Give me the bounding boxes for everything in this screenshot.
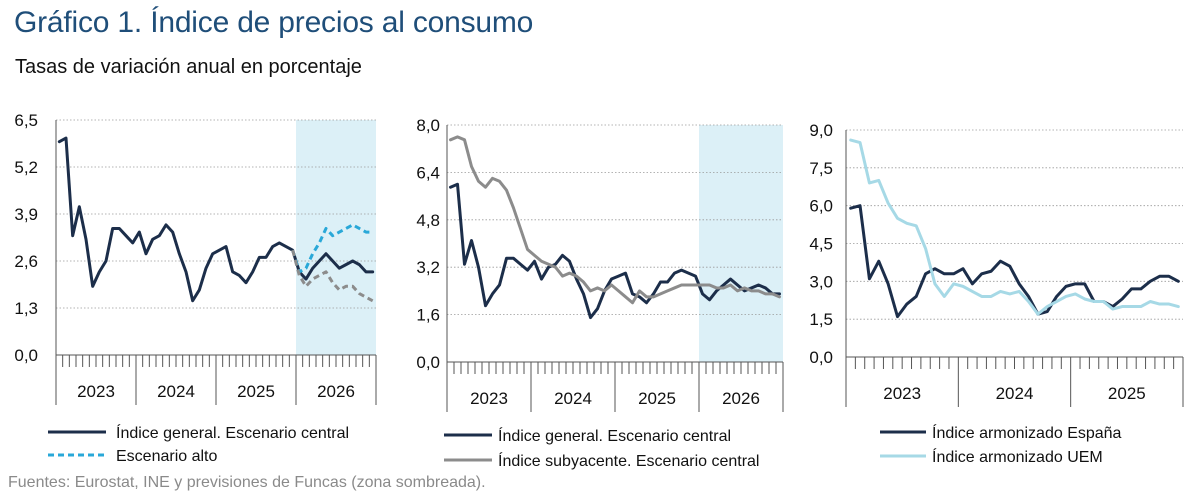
y-tick-label: 0,0: [416, 353, 440, 372]
series-line-3: [291, 249, 374, 303]
y-tick-label: 5,2: [14, 158, 38, 177]
chart-panel-1: 0,0 1,3 2,6 3,9 5,2 6,5 2023 2024 2025 2026 Índice…: [14, 111, 377, 465]
y-tick-label: 3,2: [416, 258, 440, 277]
chart-subtitle: Tasas de variación anual en porcentaje: [15, 56, 362, 78]
x-year-label: 2024: [157, 382, 195, 401]
legend-label: Índice general. Escenario central: [498, 426, 731, 445]
x-year-label: 2025: [638, 389, 676, 408]
y-tick-label: 2,6: [14, 252, 38, 271]
forecast-shaded-area: [699, 125, 783, 362]
x-year-label: 2024: [554, 389, 592, 408]
y-tick-label: 3,9: [14, 205, 38, 224]
forecast-shaded-area: [296, 120, 376, 355]
chart-title-text: Índice de precios al consumo: [150, 6, 534, 39]
series-line-2: [849, 138, 1180, 316]
y-tick-label: 9,0: [809, 121, 833, 140]
legend-label: Índice armonizado España: [932, 423, 1122, 442]
series-line-2: [291, 223, 373, 274]
y-tick-label: 4,5: [809, 235, 833, 254]
y-tick-label: 6,0: [809, 197, 833, 216]
series-line-1: [57, 136, 375, 303]
y-tick-label: 6,5: [14, 111, 38, 130]
legend-label: Índice subyacente. Escenario central: [498, 451, 759, 470]
chart-title: Gráfico 1. Índice de precios al consumo: [14, 6, 533, 40]
y-tick-label: 8,0: [416, 116, 440, 135]
y-tick-label: 7,5: [809, 159, 833, 178]
series-line-2: [449, 135, 781, 305]
x-year-label: 2023: [470, 389, 508, 408]
x-year-label: 2026: [722, 389, 760, 408]
legend-label: Índice general. Escenario central: [116, 423, 349, 442]
x-year-label: 2026: [317, 382, 355, 401]
x-year-label: 2025: [237, 382, 275, 401]
legend-label: Índice armonizado UEM: [932, 447, 1103, 466]
y-tick-label: 1,5: [809, 310, 833, 329]
chart-number: Gráfico 1.: [14, 6, 143, 39]
source-note: Fuentes: Eurostat, INE y previsiones de …: [8, 474, 486, 491]
series-line-1: [849, 204, 1180, 319]
y-tick-label: 1,6: [416, 306, 440, 325]
y-tick-label: 1,3: [14, 299, 38, 318]
y-tick-label: 0,0: [14, 346, 38, 365]
chart-panel-2: 0,0 1,6 3,2 4,8 6,4 8,0 2023 2024 2025 2026 Índice…: [416, 116, 784, 470]
y-tick-label: 0,0: [809, 348, 833, 367]
x-year-label: 2024: [996, 384, 1034, 403]
y-tick-label: 3,0: [809, 272, 833, 291]
x-year-label: 2023: [77, 382, 115, 401]
x-year-label: 2023: [883, 384, 921, 403]
chart-panel-3: 0,0 1,5 3,0 4,5 6,0 7,5 9,0 2023 2024 2025 Índice …: [809, 121, 1184, 466]
series-line-1: [449, 182, 781, 320]
legend-label: Escenario alto: [116, 448, 217, 465]
y-tick-label: 6,4: [416, 163, 440, 182]
y-tick-label: 4,8: [416, 211, 440, 230]
x-year-label: 2025: [1108, 384, 1146, 403]
